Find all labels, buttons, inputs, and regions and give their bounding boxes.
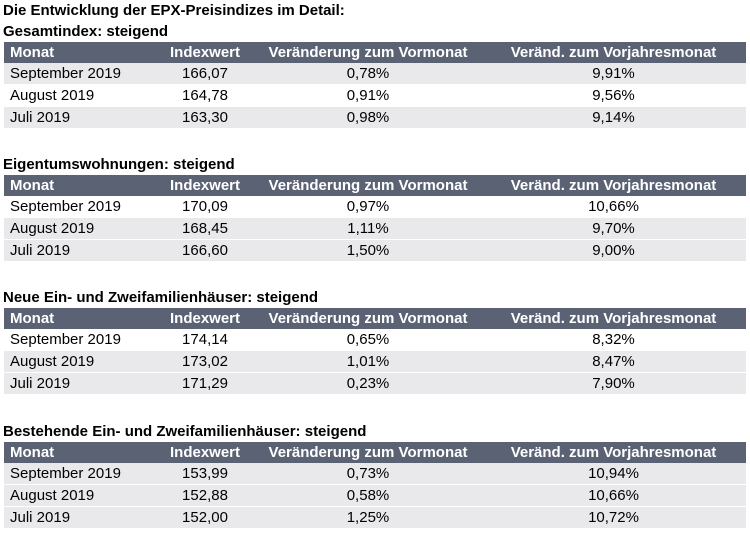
column-header-index: Indexwert [155, 442, 255, 463]
cell-yoy: 9,91% [481, 63, 746, 85]
table-row: August 2019 168,45 1,11% 9,70% [4, 217, 746, 240]
cell-month: September 2019 [4, 329, 155, 351]
index-table: Monat Indexwert Veränderung zum Vormonat… [4, 175, 746, 262]
cell-index: 152,00 [155, 506, 255, 529]
cell-month: August 2019 [4, 84, 155, 107]
column-header-index: Indexwert [155, 42, 255, 63]
cell-yoy: 7,90% [481, 372, 746, 395]
column-header-yoy: Veränd. zum Vorjahresmonat [481, 308, 746, 329]
table-row: Juli 2019 171,29 0,23% 7,90% [4, 372, 746, 395]
cell-index: 153,99 [155, 463, 255, 485]
cell-yoy: 9,14% [481, 106, 746, 129]
table-header-row: Monat Indexwert Veränderung zum Vormonat… [4, 308, 746, 329]
cell-mom: 1,01% [255, 350, 481, 373]
section-gesamtindex: Gesamtindex: steigend Monat Indexwert Ve… [0, 23, 750, 129]
cell-index: 163,30 [155, 106, 255, 129]
table-row: August 2019 152,88 0,58% 10,66% [4, 484, 746, 507]
cell-mom: 1,11% [255, 217, 481, 240]
section-title: Eigentumswohnungen: steigend [3, 156, 235, 173]
column-header-mom: Veränderung zum Vormonat [255, 175, 481, 196]
cell-yoy: 10,66% [481, 484, 746, 507]
cell-month: Juli 2019 [4, 506, 155, 529]
cell-index: 152,88 [155, 484, 255, 507]
cell-mom: 0,91% [255, 84, 481, 107]
table-header-row: Monat Indexwert Veränderung zum Vormonat… [4, 175, 746, 196]
column-header-yoy: Veränd. zum Vorjahresmonat [481, 442, 746, 463]
cell-mom: 0,58% [255, 484, 481, 507]
column-header-month: Monat [4, 308, 155, 329]
page-heading: Die Entwicklung der EPX-Preisindizes im … [3, 2, 345, 19]
index-table: Monat Indexwert Veränderung zum Vormonat… [4, 42, 746, 129]
cell-index: 166,60 [155, 239, 255, 262]
cell-mom: 0,97% [255, 196, 481, 218]
cell-index: 174,14 [155, 329, 255, 351]
column-header-yoy: Veränd. zum Vorjahresmonat [481, 175, 746, 196]
column-header-index: Indexwert [155, 175, 255, 196]
cell-month: Juli 2019 [4, 372, 155, 395]
section-bestehende-ein-zweifamilienhaeuser: Bestehende Ein- und Zweifamilienhäuser: … [0, 423, 750, 529]
cell-yoy: 9,00% [481, 239, 746, 262]
table-row: September 2019 170,09 0,97% 10,66% [4, 196, 746, 218]
section-title: Neue Ein- und Zweifamilienhäuser: steige… [3, 289, 319, 306]
cell-month: Juli 2019 [4, 106, 155, 129]
cell-yoy: 10,72% [481, 506, 746, 529]
column-header-index: Indexwert [155, 308, 255, 329]
section-eigentumswohnungen: Eigentumswohnungen: steigend Monat Index… [0, 156, 750, 262]
table-header-row: Monat Indexwert Veränderung zum Vormonat… [4, 442, 746, 463]
cell-index: 168,45 [155, 217, 255, 240]
table-row: August 2019 173,02 1,01% 8,47% [4, 350, 746, 373]
cell-mom: 0,73% [255, 463, 481, 485]
cell-mom: 1,25% [255, 506, 481, 529]
cell-mom: 0,98% [255, 106, 481, 129]
cell-yoy: 10,94% [481, 463, 746, 485]
section-title: Gesamtindex: steigend [3, 23, 169, 40]
cell-month: Juli 2019 [4, 239, 155, 262]
table-row: September 2019 174,14 0,65% 8,32% [4, 329, 746, 351]
cell-month: August 2019 [4, 217, 155, 240]
cell-month: September 2019 [4, 463, 155, 485]
index-table: Monat Indexwert Veränderung zum Vormonat… [4, 442, 746, 529]
cell-yoy: 9,56% [481, 84, 746, 107]
cell-mom: 0,65% [255, 329, 481, 351]
cell-month: September 2019 [4, 63, 155, 85]
cell-mom: 0,78% [255, 63, 481, 85]
column-header-yoy: Veränd. zum Vorjahresmonat [481, 42, 746, 63]
column-header-month: Monat [4, 42, 155, 63]
cell-index: 171,29 [155, 372, 255, 395]
cell-mom: 0,23% [255, 372, 481, 395]
cell-month: September 2019 [4, 196, 155, 218]
cell-index: 166,07 [155, 63, 255, 85]
section-neue-ein-zweifamilienhaeuser: Neue Ein- und Zweifamilienhäuser: steige… [0, 289, 750, 395]
cell-yoy: 9,70% [481, 217, 746, 240]
cell-index: 164,78 [155, 84, 255, 107]
cell-mom: 1,50% [255, 239, 481, 262]
table-row: Juli 2019 152,00 1,25% 10,72% [4, 506, 746, 529]
cell-yoy: 10,66% [481, 196, 746, 218]
table-row: Juli 2019 166,60 1,50% 9,00% [4, 239, 746, 262]
table-row: August 2019 164,78 0,91% 9,56% [4, 84, 746, 107]
index-table: Monat Indexwert Veränderung zum Vormonat… [4, 308, 746, 395]
table-row: September 2019 166,07 0,78% 9,91% [4, 63, 746, 85]
cell-month: August 2019 [4, 350, 155, 373]
column-header-mom: Veränderung zum Vormonat [255, 42, 481, 63]
cell-yoy: 8,47% [481, 350, 746, 373]
column-header-month: Monat [4, 175, 155, 196]
cell-index: 170,09 [155, 196, 255, 218]
cell-yoy: 8,32% [481, 329, 746, 351]
cell-index: 173,02 [155, 350, 255, 373]
column-header-month: Monat [4, 442, 155, 463]
column-header-mom: Veränderung zum Vormonat [255, 442, 481, 463]
section-title: Bestehende Ein- und Zweifamilienhäuser: … [3, 423, 367, 440]
cell-month: August 2019 [4, 484, 155, 507]
table-header-row: Monat Indexwert Veränderung zum Vormonat… [4, 42, 746, 63]
table-row: Juli 2019 163,30 0,98% 9,14% [4, 106, 746, 129]
column-header-mom: Veränderung zum Vormonat [255, 308, 481, 329]
table-row: September 2019 153,99 0,73% 10,94% [4, 463, 746, 485]
